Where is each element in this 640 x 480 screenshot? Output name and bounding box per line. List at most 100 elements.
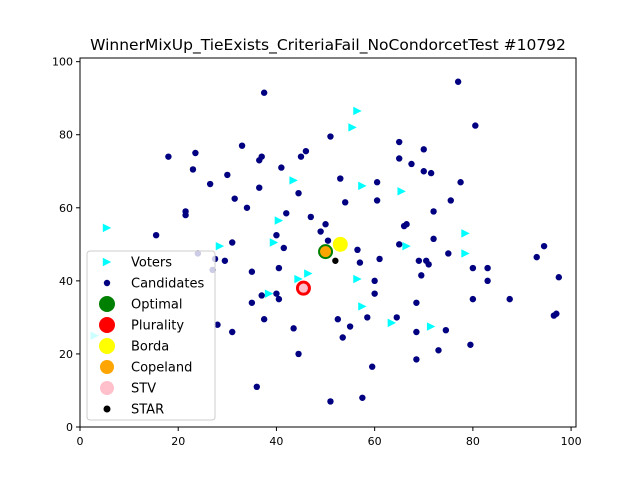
series-candidates [152, 78, 563, 405]
candidates-point [260, 89, 268, 96]
candidates-point [442, 326, 450, 334]
legend-marker [100, 360, 114, 374]
series-plurality [295, 280, 311, 296]
copeland-point [320, 246, 332, 258]
candidates-point [484, 264, 491, 272]
candidates-point [152, 231, 160, 239]
legend-entry-plurality: Plurality [99, 317, 184, 334]
candidates-point [231, 195, 238, 202]
voters-point [461, 249, 470, 258]
legend-entry-stv: STV [100, 381, 156, 397]
candidates-point [224, 171, 231, 179]
candidates-point [533, 253, 540, 261]
legend-label: Candidates [131, 277, 204, 292]
voters-point [269, 238, 279, 247]
candidates-point [275, 264, 283, 272]
candidates-point [506, 295, 513, 303]
candidates-point [346, 323, 354, 330]
voters-point [358, 302, 367, 311]
candidates-point [435, 347, 442, 354]
candidates-point [371, 290, 378, 297]
legend-entry-copeland: Copeland [100, 360, 192, 376]
voters-point [358, 181, 367, 191]
candidates-point [540, 242, 548, 250]
series-borda [332, 236, 348, 252]
candidates-point [430, 208, 437, 215]
candidates-point [484, 277, 491, 285]
legend-label: Copeland [131, 361, 192, 376]
y-tick-label: 80 [59, 129, 73, 142]
candidates-point [339, 334, 346, 341]
legend-label: STV [131, 382, 156, 397]
voters-point [289, 176, 298, 185]
plot-frame [79, 57, 577, 428]
voters-point [215, 241, 225, 251]
voters-point [353, 274, 362, 284]
voters-point [348, 123, 357, 132]
x-tick-label: 80 [466, 435, 480, 448]
candidates-point [297, 153, 305, 160]
legend-label: Voters [131, 256, 172, 271]
legend-label: Borda [131, 340, 169, 355]
candidates-point [373, 179, 381, 186]
legend-entry-voters: Voters [102, 256, 172, 271]
candidates-point [427, 169, 435, 177]
legend: Voters Candidates Optimal Plurality Borda Cop… [86, 250, 216, 421]
candidates-point [248, 299, 256, 306]
candidates-point [373, 197, 381, 204]
candidates-point [280, 244, 288, 252]
candidates-point [555, 274, 563, 281]
candidates-point [413, 328, 420, 336]
candidates-point [364, 314, 371, 321]
candidates-point [396, 155, 403, 162]
candidates-point [256, 184, 263, 191]
candidates-point [472, 122, 479, 129]
candidates-point [253, 383, 260, 391]
candidates-point [396, 241, 403, 248]
voters-point [274, 216, 284, 225]
voters-point [397, 187, 406, 196]
candidates-point [302, 147, 310, 155]
candidates-point [420, 146, 427, 153]
candidates-point [396, 138, 403, 146]
y-tick-label: 100 [52, 56, 73, 69]
candidates-point [354, 246, 361, 254]
candidates-point [371, 277, 378, 285]
y-tick-label: 20 [59, 348, 73, 361]
candidates-point [295, 189, 302, 197]
legend-label: STAR [131, 403, 164, 418]
x-axis: 0 20 40 60 80 100 [77, 427, 582, 448]
y-axis: 0 20 40 60 80 100 [52, 56, 80, 434]
candidates-point [295, 350, 302, 358]
candidates-point [368, 363, 376, 370]
legend-marker [99, 338, 115, 354]
series-stv [298, 283, 308, 293]
candidates-point [457, 179, 464, 186]
legend-marker [102, 257, 112, 267]
voters-point [264, 289, 274, 298]
y-tick-label: 60 [59, 202, 73, 215]
candidates-point [260, 316, 268, 323]
candidates-point [290, 325, 297, 332]
candidates-point [243, 204, 251, 211]
voters-point [402, 241, 411, 251]
candidates-point [447, 197, 454, 204]
series-optimal [318, 244, 334, 260]
candidates-point [454, 78, 462, 85]
candidates-point [221, 257, 229, 264]
candidates-point [337, 175, 344, 182]
candidates-point [467, 341, 474, 348]
candidates-point [356, 259, 364, 266]
candidates-point [445, 250, 452, 257]
candidates-point [413, 356, 420, 363]
candidates-point [418, 272, 425, 279]
voters-point [102, 223, 112, 233]
legend-marker [99, 317, 115, 333]
legend-entry-star: STAR [103, 403, 164, 418]
legend-entry-optimal: Optimal [99, 296, 182, 313]
candidates-point [229, 239, 236, 246]
candidates-point [189, 166, 197, 173]
candidates-point [238, 142, 246, 149]
stv-point [298, 283, 308, 293]
